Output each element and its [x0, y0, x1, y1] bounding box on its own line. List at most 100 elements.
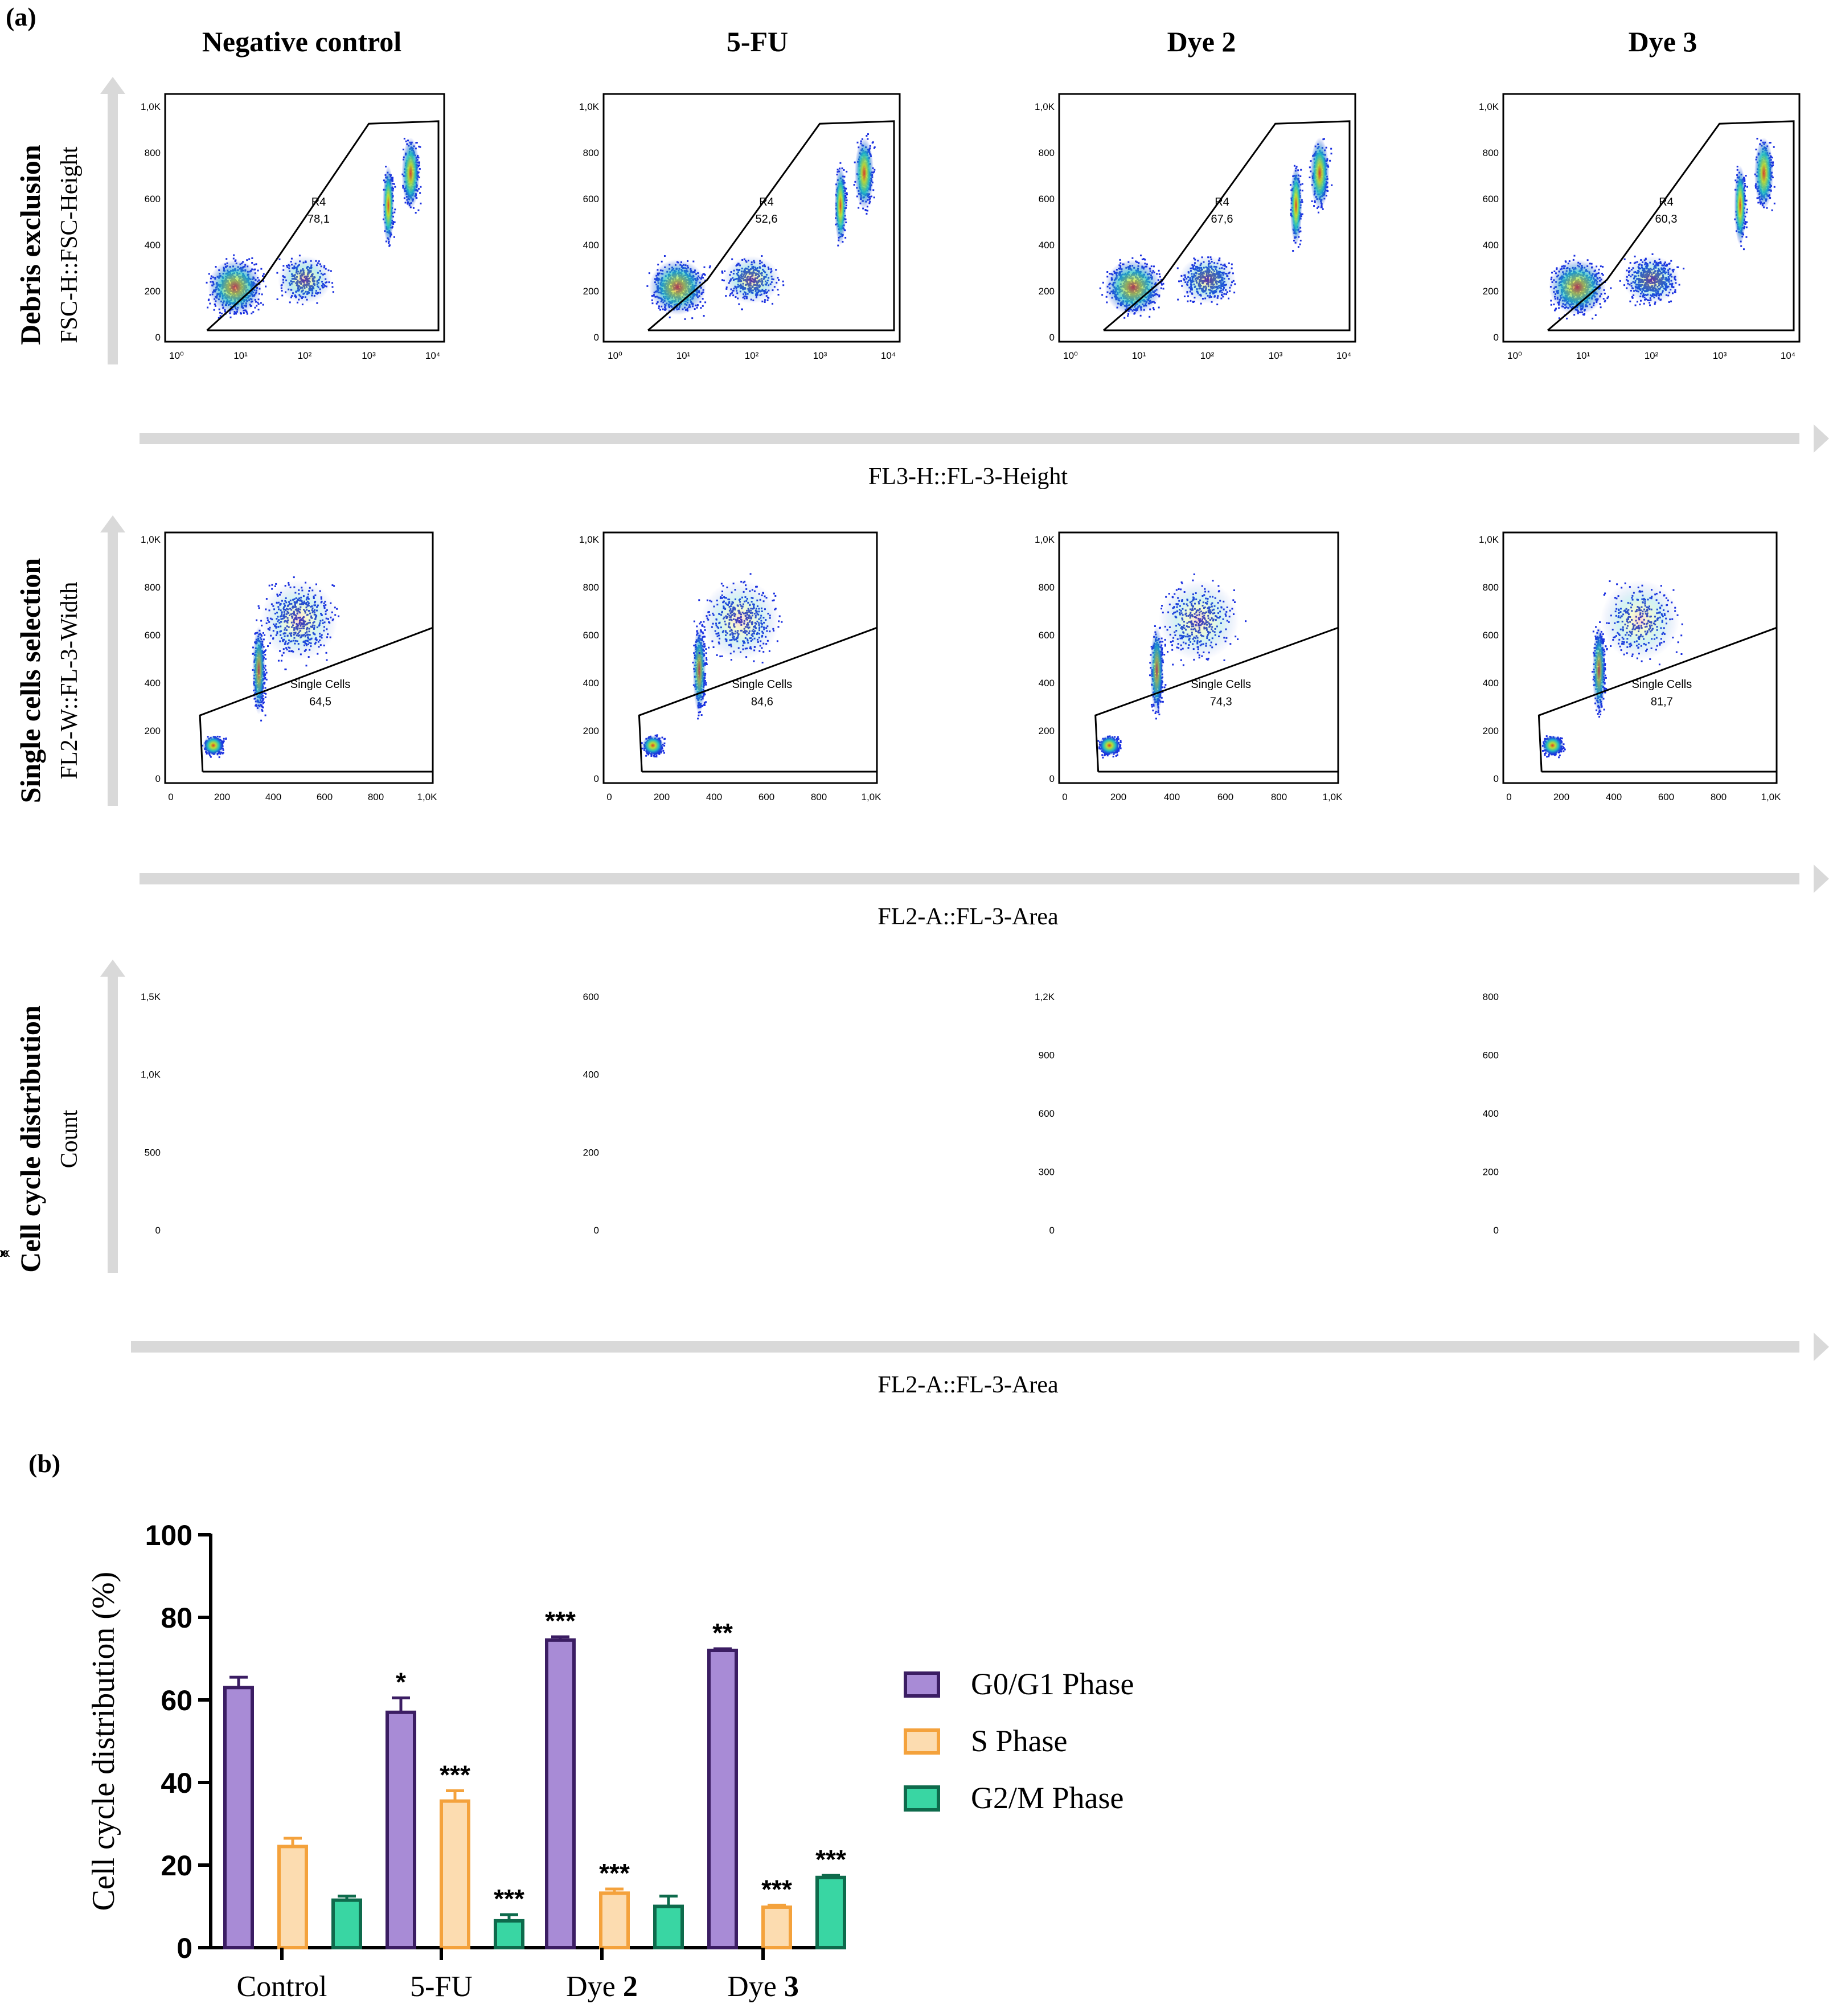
- event-dot: [394, 208, 396, 211]
- event-dot: [289, 301, 291, 304]
- event-dot: [846, 192, 848, 194]
- event-dot: [1158, 269, 1160, 272]
- event-dot: [276, 298, 278, 300]
- event-dot: [1160, 278, 1162, 281]
- event-dot: [209, 302, 211, 305]
- event-dot: [702, 273, 704, 275]
- event-dot: [412, 207, 415, 209]
- event-dot: [1176, 267, 1179, 269]
- y-tick-label: 1,0K: [141, 101, 161, 112]
- event-dot: [651, 299, 653, 301]
- event-dot: [257, 309, 260, 311]
- event-dot: [1152, 307, 1154, 309]
- event-dot: [872, 189, 875, 191]
- event-dot: [704, 301, 707, 304]
- event-dot: [265, 285, 267, 288]
- row-title-group: Single cells selection FL2-W::FL-3-Width: [14, 558, 83, 804]
- event-dot: [385, 166, 387, 168]
- density-core: [277, 256, 332, 304]
- event-dot: [844, 236, 847, 239]
- event-dot: [416, 141, 418, 144]
- event-dot: [252, 311, 255, 313]
- density-core: [401, 137, 420, 209]
- event-dot: [332, 291, 334, 293]
- event-dot: [1292, 249, 1294, 252]
- column-header: Negative control: [202, 26, 401, 58]
- row-title-group: Debris exclusion FSC-H::FSC-Height: [14, 145, 83, 345]
- density-core: [208, 259, 262, 315]
- event-dot: [206, 281, 208, 284]
- event-dot: [405, 140, 407, 142]
- event-dot: [1322, 208, 1324, 210]
- y-arrow-head: [100, 77, 125, 94]
- row-ylabel: FSC-H::FSC-Height: [56, 146, 83, 343]
- event-dot: [704, 274, 706, 276]
- x-tick-label: 10⁰: [608, 350, 622, 361]
- event-dot: [708, 267, 711, 269]
- event-dot: [731, 258, 733, 260]
- gate-r4-polygon: [647, 120, 895, 331]
- event-dot: [207, 306, 209, 309]
- x-tick-label: 10³: [362, 350, 376, 361]
- event-dot: [1106, 271, 1109, 273]
- event-dot: [1300, 169, 1302, 171]
- event-dot: [1106, 301, 1108, 304]
- event-dot: [257, 301, 259, 304]
- event-dot: [251, 262, 253, 264]
- event-dot: [846, 199, 848, 202]
- event-dot: [721, 271, 723, 273]
- event-dot: [403, 137, 405, 140]
- event-dot: [1149, 315, 1151, 318]
- event-dot: [1153, 265, 1155, 268]
- gate-r4-name: R4: [759, 196, 774, 208]
- event-dot: [661, 260, 663, 263]
- event-dot: [1119, 259, 1121, 261]
- event-dot: [260, 302, 262, 304]
- event-dot: [1317, 211, 1319, 214]
- event-dot: [1299, 239, 1302, 241]
- x-tick-label: 10²: [745, 350, 759, 361]
- x-axis-title: FL2-A::FL-3-Area: [877, 1372, 1059, 1398]
- event-dot: [419, 192, 421, 194]
- gate-r4-value: 52,6: [756, 213, 778, 226]
- row-ylabel: FL2-W::FL-3-Width: [56, 582, 83, 780]
- event-dot: [858, 207, 860, 209]
- event-dot: [262, 275, 264, 277]
- event-dot: [388, 245, 391, 247]
- y-tick-label: 600: [145, 194, 161, 204]
- event-dot: [782, 280, 784, 282]
- event-dot: [221, 313, 223, 315]
- event-dot: [696, 306, 698, 309]
- event-dot: [233, 254, 235, 256]
- event-dot: [394, 186, 396, 188]
- y-tick-label: 1,0K: [579, 101, 600, 112]
- panel-a-label: (a): [6, 2, 36, 31]
- event-dot: [257, 269, 259, 272]
- event-dot: [846, 170, 848, 173]
- x-tick-label: 10⁰: [169, 350, 184, 361]
- event-dot: [724, 270, 726, 272]
- event-dot: [420, 202, 422, 204]
- event-dot: [1143, 258, 1145, 260]
- event-dot: [1183, 295, 1186, 297]
- event-dot: [721, 272, 724, 274]
- event-dot: [854, 161, 856, 163]
- event-dot: [229, 316, 232, 318]
- event-dot: [843, 169, 845, 171]
- density-core: [834, 166, 847, 245]
- event-dot: [868, 202, 871, 204]
- event-dot: [290, 257, 293, 260]
- event-dot: [218, 317, 220, 319]
- density-core: [1290, 166, 1302, 245]
- event-dot: [1193, 257, 1195, 260]
- y-arrow-shaft: [108, 91, 118, 364]
- event-dot: [1102, 281, 1104, 284]
- event-dot: [729, 294, 731, 297]
- event-dot: [866, 134, 868, 137]
- event-dot: [684, 318, 686, 320]
- event-dot: [420, 186, 422, 188]
- event-dot: [330, 270, 332, 272]
- event-dot: [232, 257, 235, 260]
- event-dot: [866, 212, 868, 215]
- x-axis-title: FL2-A::FL-3-Area: [877, 904, 1059, 930]
